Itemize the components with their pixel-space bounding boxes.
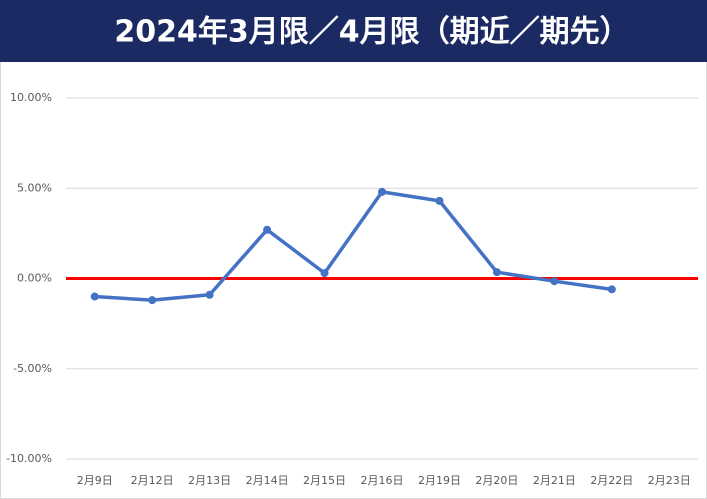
y-tick-label: -10.00% [6, 452, 52, 465]
x-tick-label: 2月22日 [590, 474, 633, 487]
y-tick-label: -5.00% [13, 362, 52, 375]
data-point [263, 225, 272, 234]
data-point [378, 187, 386, 196]
x-tick-label: 2月23日 [648, 474, 691, 487]
x-tick-label: 2月12日 [131, 474, 174, 487]
data-point [435, 196, 444, 205]
y-tick-label: 0.00% [17, 272, 52, 285]
x-tick-label: 2月19日 [418, 474, 461, 487]
data-point [492, 268, 501, 277]
data-point [607, 285, 616, 294]
data-point [550, 277, 559, 286]
data-point [90, 292, 99, 301]
data-point [320, 269, 329, 278]
x-tick-label: 2月16日 [361, 474, 404, 487]
title-banner [0, 0, 707, 62]
x-tick-label: 2月20日 [475, 474, 518, 487]
x-tick-label: 2月13日 [188, 474, 231, 487]
data-point [148, 296, 157, 305]
y-tick-label: 10.00% [10, 91, 52, 104]
x-tick-label: 2月15日 [303, 474, 346, 487]
data-point [205, 290, 214, 299]
y-tick-label: 5.00% [17, 181, 52, 194]
chart-title: 2024年3月限／4月限（期近／期先） [114, 15, 629, 50]
data-line [94, 190, 613, 302]
x-tick-label: 2月14日 [246, 474, 289, 487]
x-tick-label: 2月9日 [77, 474, 113, 487]
x-tick-label: 2月21日 [533, 474, 576, 487]
